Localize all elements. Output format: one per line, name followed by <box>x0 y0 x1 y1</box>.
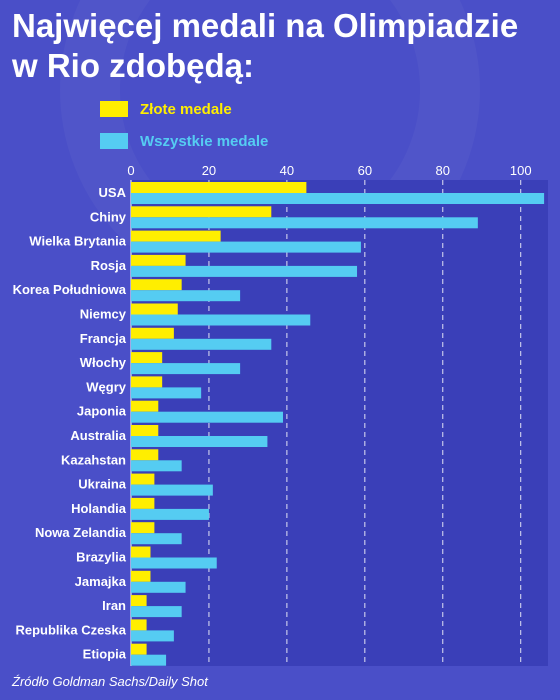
legend: Złote medale Wszystkie medale <box>100 98 268 162</box>
x-tick-label: 60 <box>358 163 372 178</box>
bar-all <box>131 630 174 642</box>
bar-gold <box>131 595 147 607</box>
bar-all <box>131 460 182 472</box>
bar-gold <box>131 570 151 582</box>
category-label: Węgry <box>86 379 127 394</box>
x-tick-label: 20 <box>202 163 216 178</box>
category-label: USA <box>99 185 127 200</box>
bar-all <box>131 508 209 520</box>
bar-gold <box>131 376 163 388</box>
bar-all <box>131 217 478 229</box>
bar-gold <box>131 352 163 364</box>
plot-area <box>131 180 548 666</box>
bar-gold <box>131 546 151 558</box>
bar-all <box>131 290 241 302</box>
category-label: Japonia <box>77 404 127 419</box>
bar-all <box>131 241 361 253</box>
category-label: Wielka Brytania <box>29 234 126 249</box>
bar-all <box>131 581 186 593</box>
category-label: Nowa Zelandia <box>35 525 127 540</box>
bar-gold <box>131 303 178 315</box>
category-label: Etiopia <box>83 647 127 662</box>
bar-all <box>131 338 272 350</box>
bar-gold <box>131 327 174 339</box>
bar-all <box>131 606 182 618</box>
legend-item-gold: Złote medale <box>100 98 268 120</box>
category-label: Ukraina <box>78 477 126 492</box>
x-tick-label: 40 <box>280 163 294 178</box>
category-label: Brazylia <box>76 550 127 565</box>
bar-all <box>131 436 268 447</box>
bar-gold <box>131 206 272 218</box>
bar-gold <box>131 643 147 655</box>
bar-gold <box>131 473 155 485</box>
category-label: Rosja <box>91 258 127 273</box>
bar-all <box>131 484 213 496</box>
bar-all <box>131 193 545 204</box>
x-tick-label: 100 <box>510 163 532 178</box>
category-label: Niemcy <box>80 307 127 322</box>
category-label: Republika Czeska <box>15 622 126 637</box>
bar-gold <box>131 279 182 291</box>
bar-all <box>131 387 202 399</box>
category-label: Holandia <box>71 501 127 516</box>
bar-gold <box>131 400 159 412</box>
bar-gold <box>131 619 147 631</box>
category-label: Jamajka <box>75 574 127 589</box>
bar-gold <box>131 230 221 242</box>
category-label: Włochy <box>80 355 127 370</box>
bar-gold <box>131 425 159 436</box>
x-tick-label: 0 <box>127 163 134 178</box>
category-label: Iran <box>102 598 126 613</box>
bar-gold <box>131 182 307 193</box>
category-label: Australia <box>70 428 126 443</box>
bar-gold <box>131 449 159 461</box>
x-tick-label: 80 <box>436 163 450 178</box>
legend-label-gold: Złote medale <box>140 100 232 118</box>
bar-all <box>131 411 283 423</box>
bar-all <box>131 265 358 277</box>
bar-all <box>131 654 167 666</box>
chart-title: Najwięcej medali na Olimpiadzie w Rio zd… <box>12 7 519 84</box>
bar-all <box>131 533 182 545</box>
legend-label-all: Wszystkie medale <box>140 132 269 150</box>
legend-swatch-gold <box>100 101 128 117</box>
legend-item-all: Wszystkie medale <box>100 130 268 152</box>
category-label: Francja <box>80 331 127 346</box>
legend-swatch-all <box>100 133 128 149</box>
category-label: Kazahstan <box>61 452 126 467</box>
bar-gold <box>131 254 186 266</box>
bar-gold <box>131 522 155 534</box>
bar-all <box>131 363 241 375</box>
source-note: Źródło Goldman Sachs/Daily Shot <box>12 674 208 689</box>
bar-all <box>131 314 311 326</box>
bar-gold <box>131 497 155 509</box>
category-label: Chiny <box>90 209 127 224</box>
bar-all <box>131 557 217 569</box>
category-label: Korea Południowa <box>13 282 127 297</box>
